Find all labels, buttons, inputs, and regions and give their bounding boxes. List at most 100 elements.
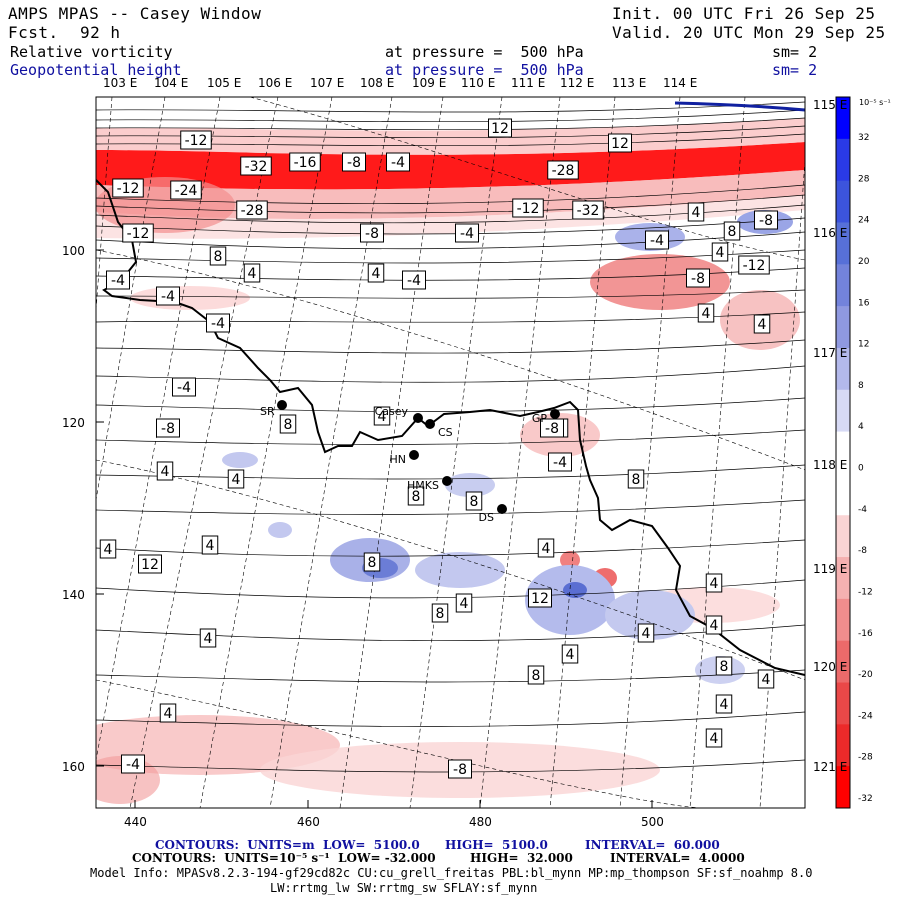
contour-label: 4 [99,539,117,559]
lon-label-top: 110 E [461,76,496,90]
station-hmks: HMKS [407,476,452,492]
lon-label-top: 106 E [258,76,293,90]
plot-title: AMPS MPAS -- Casey Window [8,4,262,23]
contour-label: -12 [738,255,770,275]
colorbar-swatch [836,389,850,433]
colorbar-label: -20 [858,670,873,680]
contour-label: 12 [608,133,632,153]
contour-label: 4 [373,406,391,426]
contour-label: 4 [757,669,775,689]
colorbar-label: -12 [858,587,873,597]
contour-label: 4 [561,644,579,664]
contour-label: 8 [527,665,545,685]
x-tick-label: 440 [124,815,147,829]
colorbar-label: 0 [858,464,864,474]
svg-text:HMKS: HMKS [407,479,439,492]
contour-labels: -12-32 -16 -8 -4 -28-12 -24-28 -12 -32-12 -8 -484… [99,118,778,779]
svg-text:4: 4 [692,205,701,221]
colorbar-label: 28 [858,174,870,184]
lon-label-right: 116 E [813,226,848,240]
lon-label-top: 104 E [154,76,189,90]
colorbar-label: 12 [858,340,869,350]
colorbar-swatch [836,515,850,558]
footer-vorticity-contours: CONTOURS: UNITS=10⁻⁵ s⁻¹ LOW= -32.000 [132,851,436,865]
lon-label-top: 109 E [412,76,447,90]
contour-label: -32 [572,200,604,220]
footer-vorticity-high: HIGH= 32.000 [470,851,573,865]
pos-vort-patch [222,452,258,468]
svg-text:4: 4 [762,672,771,688]
colorbar-swatch [836,306,850,349]
field2-pressure: at pressure = 500 hPa [385,61,584,79]
valid-time: Valid. 20 UTC Mon 29 Sep 25 [612,23,886,42]
contour-label: 12 [488,118,512,138]
svg-text:4: 4 [460,596,469,612]
contour-label: -8 [360,223,384,243]
svg-text:8: 8 [412,489,421,505]
lon-label-top: 108 E [360,76,395,90]
contour-label: -4 [402,270,426,290]
svg-text:4: 4 [710,576,719,592]
contour-label: 8 [209,246,227,266]
contour-label: 4 [697,303,715,323]
contour-label: -8 [540,418,564,438]
contour-label: -32 [240,156,272,176]
contour-label: -12 [512,198,544,218]
contour-label: 4 [753,314,771,334]
colorbar-label: 4 [858,422,864,432]
svg-text:4: 4 [204,631,213,647]
svg-text:8: 8 [436,606,445,622]
forecast-hour: 92 h [80,23,121,42]
contour-label: 4 [243,263,261,283]
svg-text:8: 8 [728,224,737,240]
contour-label: 8 [431,603,449,623]
contour-label: 4 [715,694,733,714]
svg-text:8: 8 [720,659,729,675]
contour-label: -4 [172,377,196,397]
colorbar-label: 8 [858,381,864,391]
svg-text:-4: -4 [391,155,405,171]
svg-text:12: 12 [141,557,159,573]
lon-label-right: 117 E [813,346,848,360]
svg-text:HN: HN [390,453,407,466]
svg-text:4: 4 [248,266,257,282]
svg-text:-8: -8 [759,213,773,229]
svg-text:-12: -12 [127,226,150,242]
contour-label: 8 [723,221,741,241]
contour-label: 4 [199,628,217,648]
colorbar-label: 16 [858,298,870,308]
svg-text:4: 4 [710,731,719,747]
colorbar-swatch [836,431,850,474]
svg-text:-12: -12 [185,133,208,149]
svg-text:-12: -12 [743,258,766,274]
contour-label: -8 [448,759,472,779]
contour-label: -12 [180,130,212,150]
svg-text:-4: -4 [211,316,225,332]
svg-text:-32: -32 [577,203,600,219]
svg-text:-4: -4 [407,273,421,289]
colorbar-swatch [836,724,850,767]
svg-text:4: 4 [566,647,575,663]
contour-label: -4 [455,223,479,243]
svg-text:8: 8 [368,555,377,571]
svg-text:-8: -8 [691,271,705,287]
lon-label-top: 107 E [310,76,345,90]
contour-label: 4 [687,202,705,222]
contour-label: 4 [637,623,655,643]
contour-label: 8 [279,414,297,434]
colorbar-label: -4 [858,505,867,515]
physics-info: LW:rrtmg_lw SW:rrtmg_sw SFLAY:sf_mynn [270,881,538,895]
svg-text:-8: -8 [453,762,467,778]
lon-label-right: 119 E [813,562,848,576]
x-tick-label: 500 [641,815,664,829]
svg-text:4: 4 [104,542,113,558]
svg-text:-4: -4 [177,380,191,396]
svg-text:GP: GP [532,412,548,425]
init-time: Init. 00 UTC Fri 26 Sep 25 [612,4,876,23]
lon-label-right: 121 E [813,760,848,774]
station-hn: HN [390,450,419,466]
contour-label: -8 [342,152,366,172]
svg-text:SR: SR [260,405,275,418]
contour-label: 12 [528,588,552,608]
